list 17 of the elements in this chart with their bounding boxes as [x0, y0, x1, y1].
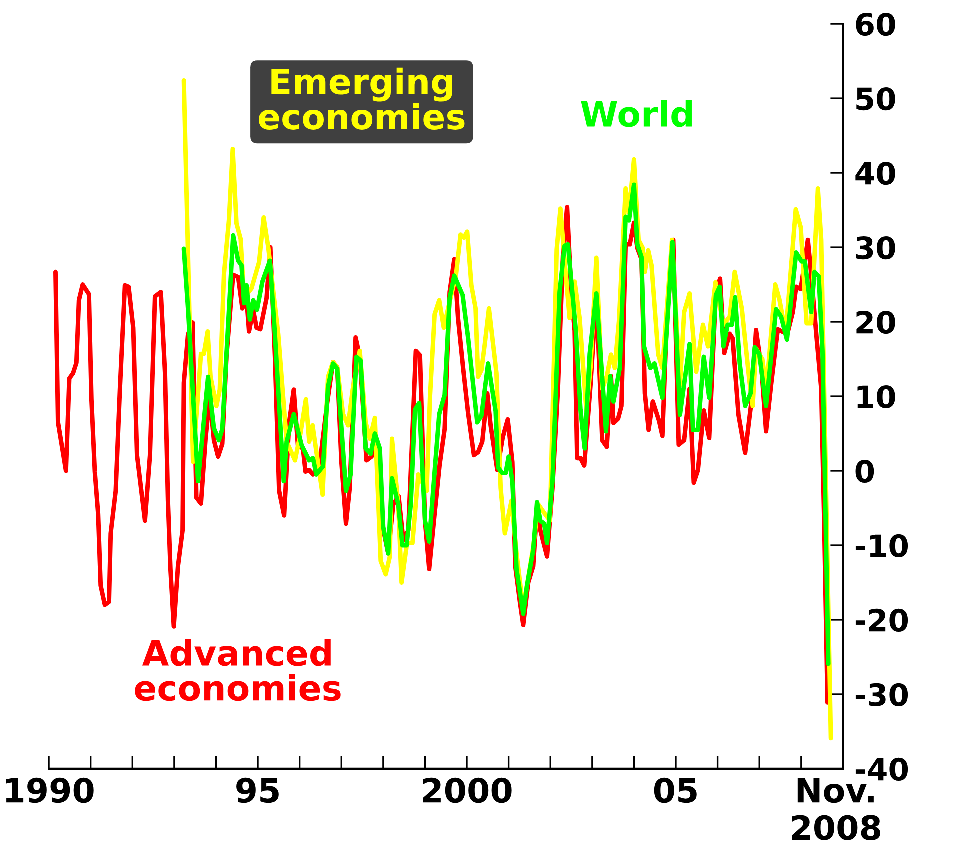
series-label: Advanced economies	[135, 639, 341, 702]
x-tick-label: 1990	[6, 778, 94, 804]
y-tick-label: -30	[856, 683, 908, 707]
y-tick-label: -20	[856, 608, 908, 632]
y-tick-label: 40	[856, 162, 896, 186]
y-tick-label: 30	[856, 236, 896, 260]
y-tick-label: 0	[856, 460, 874, 484]
x-tick-label: 95	[236, 778, 279, 804]
y-tick-label: -10	[856, 534, 908, 558]
x-tick-label: 05	[654, 778, 697, 804]
y-tick-label: 10	[858, 385, 896, 409]
series-label: Emerging economies	[258, 68, 465, 130]
text: World	[581, 100, 692, 128]
y-tick-label: 50	[856, 87, 896, 111]
x-tick-label: 2000	[423, 778, 512, 804]
y-tick-label: 20	[856, 310, 896, 334]
y-tick-label: 60	[856, 12, 896, 36]
